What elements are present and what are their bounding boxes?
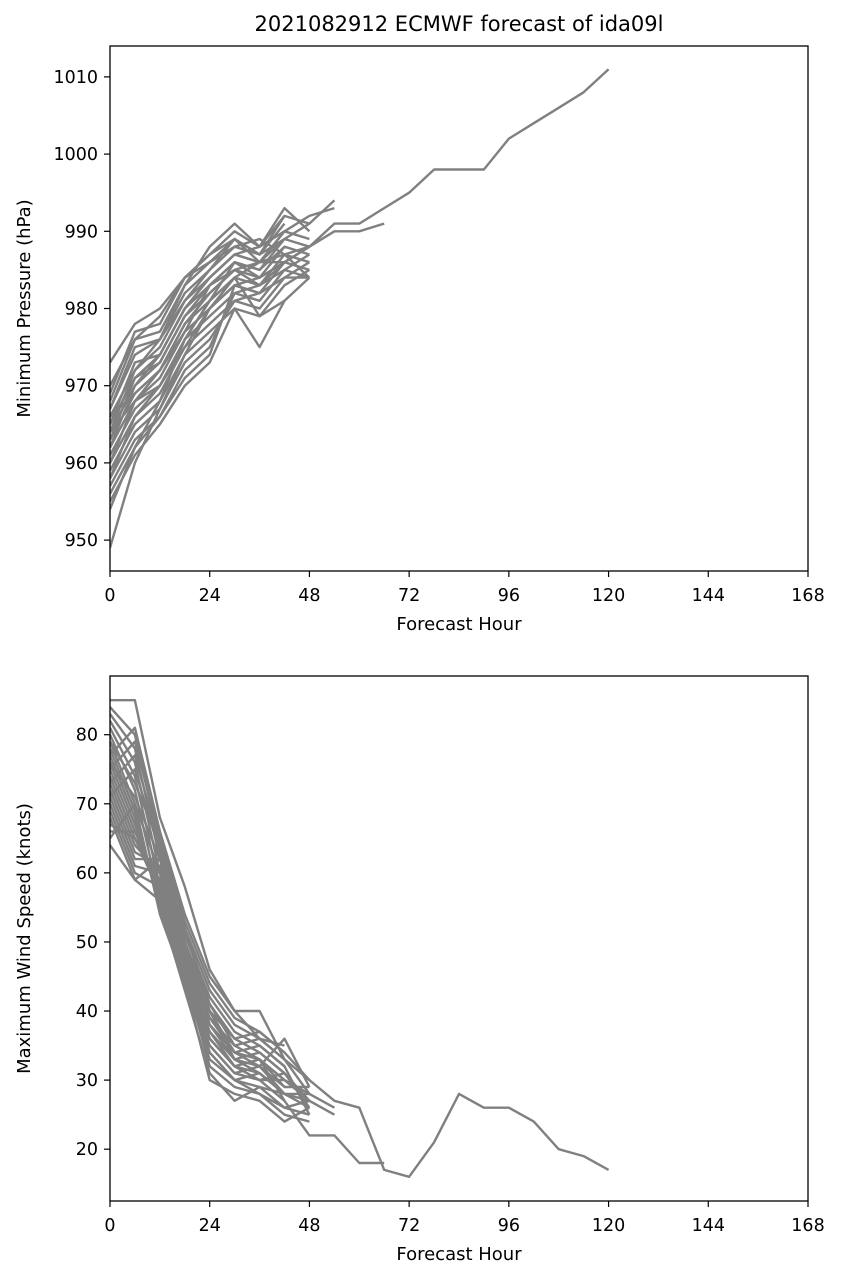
chart2-series-line-19 xyxy=(110,823,286,1102)
chart2-series-line-26 xyxy=(110,726,285,1047)
chart1-y-tick-label: 950 xyxy=(65,531,98,551)
chart2-series-line-16 xyxy=(110,803,311,1088)
chart2-series-line-27 xyxy=(110,740,286,1088)
chart2-y-axis-label: Maximum Wind Speed (knots) xyxy=(14,803,35,1074)
chart1-x-tick-label: 72 xyxy=(398,586,420,606)
chart2-series-line-18 xyxy=(110,817,310,1109)
chart1-y-tick-label: 1010 xyxy=(53,68,98,88)
chart2-series-line-25 xyxy=(110,740,286,1054)
chart1-series-line-4 xyxy=(110,199,336,433)
chart2-y-tick-label: 50 xyxy=(76,933,98,953)
chart1-y-tick-label: 960 xyxy=(65,454,98,474)
chart1-series-line-6 xyxy=(110,206,311,402)
chart2-y-tick-label: 40 xyxy=(76,1002,98,1022)
chart1-x-tick-label: 24 xyxy=(199,586,221,606)
chart2-x-tick-label: 96 xyxy=(498,1216,520,1236)
chart1-series-line-14 xyxy=(110,276,310,464)
chart2-x-axis-label: Forecast Hour xyxy=(396,1244,522,1265)
chart2-y-tick-label: 20 xyxy=(76,1140,98,1160)
chart1-x-tick-label: 48 xyxy=(298,586,320,606)
chart1-series-line-23 xyxy=(110,238,286,425)
chart1-series-line-24 xyxy=(110,222,286,410)
chart1-x-tick-label: 144 xyxy=(692,586,725,606)
chart1-x-tick-label: 120 xyxy=(592,586,625,606)
chart1-y-tick-label: 1000 xyxy=(53,145,98,165)
chart1-x-tick-label: 168 xyxy=(791,586,824,606)
chart1-y-tick-label: 980 xyxy=(65,300,98,320)
chart1-series-line-21 xyxy=(110,261,286,510)
chart1-series-line-15 xyxy=(110,268,311,472)
chart2-x-tick-label: 0 xyxy=(104,1216,115,1236)
chart2-series-line-28 xyxy=(110,761,286,1095)
chart2-plot-frame xyxy=(109,675,809,1202)
chart2-y-tick-label: 70 xyxy=(76,795,98,815)
chart2-y-tick-label: 30 xyxy=(76,1071,98,1091)
chart2-y-tick-label: 60 xyxy=(76,864,98,884)
chart2-y-tick-label: 80 xyxy=(76,726,98,746)
chart2-series-line-24 xyxy=(110,754,286,1061)
chart2-x-tick-label: 120 xyxy=(592,1216,625,1236)
chart-title: 2021082912 ECMWF forecast of ida09l xyxy=(254,12,664,36)
chart2-x-tick-label: 48 xyxy=(298,1216,320,1236)
chart1-series-line-26 xyxy=(110,230,286,387)
chart1-y-axis-label: Minimum Pressure (hPa) xyxy=(14,199,35,417)
chart1-series-line-27 xyxy=(110,261,286,418)
chart1-series-line-20 xyxy=(110,276,286,549)
chart2-x-tick-label: 168 xyxy=(791,1216,824,1236)
chart1-series-line-28 xyxy=(110,276,286,433)
chart2-x-tick-label: 144 xyxy=(692,1216,725,1236)
chart1-y-tick-label: 990 xyxy=(65,222,98,242)
chart1-series-line-10 xyxy=(110,245,310,433)
chart1-series-line-13 xyxy=(110,268,310,456)
chart2-x-tick-label: 24 xyxy=(199,1216,221,1236)
chart2-series-line-17 xyxy=(110,810,311,1102)
chart1-x-tick-label: 96 xyxy=(498,586,520,606)
chart1-plot-frame xyxy=(109,45,809,572)
chart1-series-line-7 xyxy=(110,214,310,410)
chart2-x-tick-label: 72 xyxy=(398,1216,420,1236)
chart1-x-axis-label: Forecast Hour xyxy=(396,614,522,635)
chart1-series-line-1 xyxy=(110,68,610,479)
chart1-series-line-22 xyxy=(110,245,286,441)
chart2-series-line-1 xyxy=(110,699,610,1179)
chart1-x-tick-label: 0 xyxy=(104,586,115,606)
chart1-y-tick-label: 970 xyxy=(65,377,98,397)
